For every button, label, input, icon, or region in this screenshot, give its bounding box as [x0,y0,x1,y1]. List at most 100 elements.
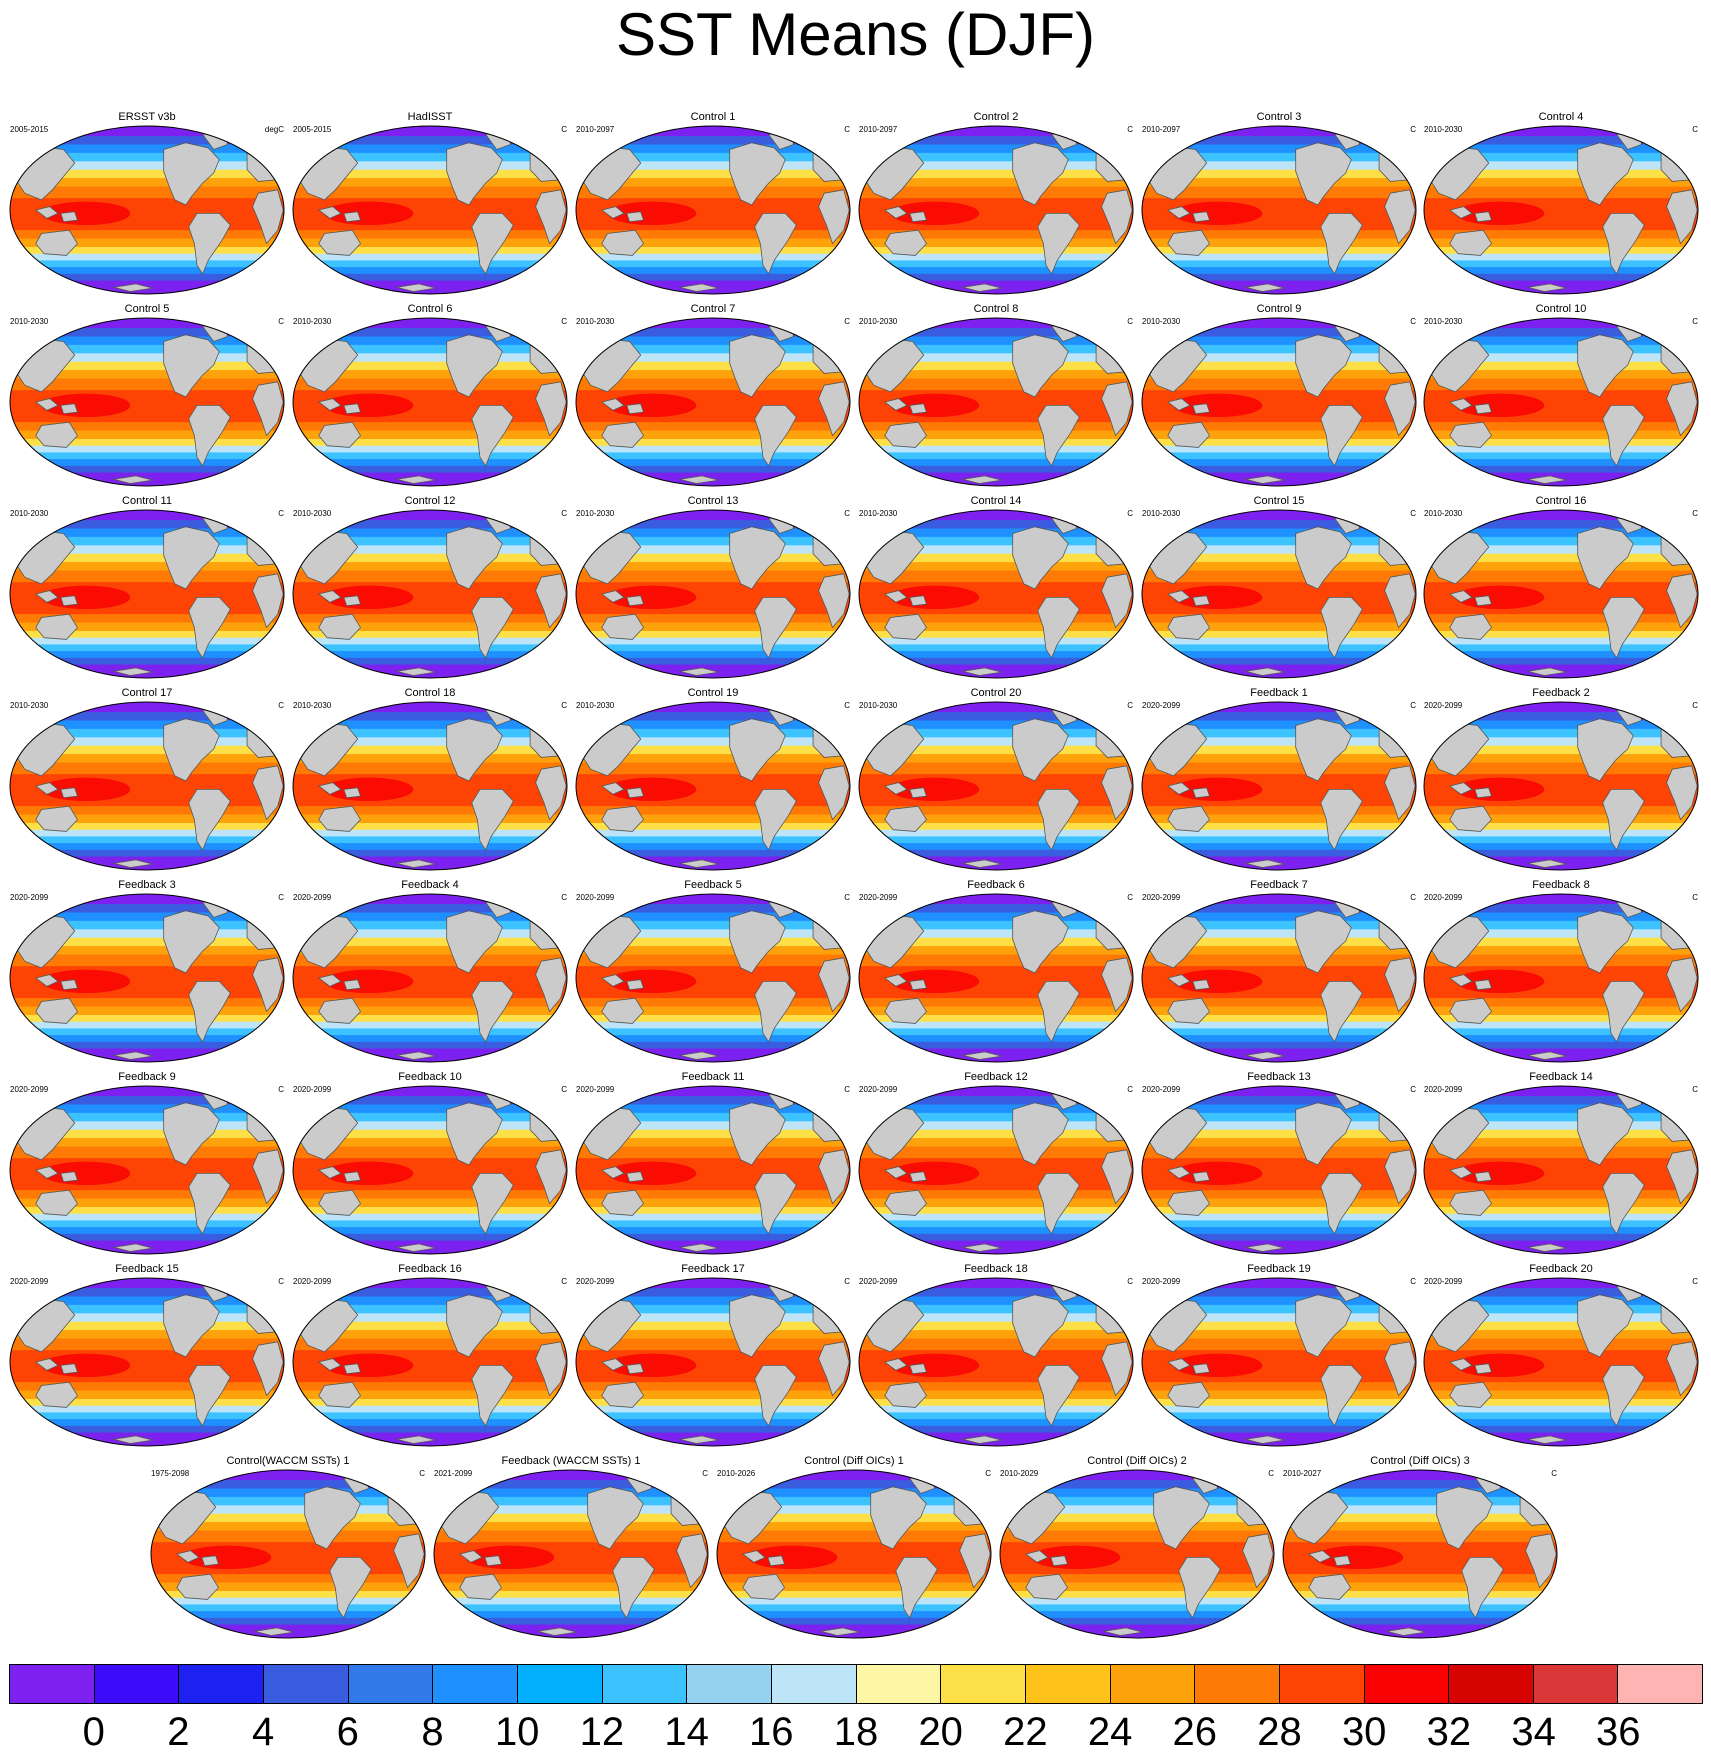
map-panel: Feedback 16 2020-2099 C [289,1263,571,1448]
land-mass [60,595,79,607]
land-mass [343,979,362,991]
land-mass [962,1243,1002,1252]
land-mass [1295,1294,1352,1358]
land-mass [113,667,153,676]
land-mass [1037,405,1080,467]
land-mass [1449,805,1493,832]
panel-title: Feedback 10 [398,1071,462,1083]
land-mass [35,1189,79,1216]
land-mass [1245,859,1285,868]
panel-title: Control 17 [121,687,173,699]
land-mass [1037,981,1080,1043]
land-mass [60,211,79,223]
sst-map [575,701,851,871]
sst-map [1141,893,1417,1063]
land-mass [535,765,567,821]
panel-period: 2010-2027 [1283,1469,1322,1478]
land-mass [818,957,850,1013]
land-mass [962,859,1002,868]
land-mass [601,229,645,256]
panel-title: Feedback 8 [1532,879,1590,891]
land-mass [1101,573,1133,629]
land-mass [909,403,928,415]
land-mass [188,1365,231,1427]
map-panel: Control 5 2010-2030 C [6,303,288,488]
land-mass [35,997,79,1024]
land-mass [459,1573,503,1600]
land-mass [1527,1051,1567,1060]
land-mass [113,475,153,484]
land-mass [304,1486,361,1550]
land-mass [176,1573,220,1600]
land-mass [60,1363,79,1375]
panel-title: Control 5 [124,303,170,315]
colorbar-swatch [1025,1665,1111,1703]
panel-title: Feedback 3 [118,879,176,891]
land-mass [60,787,79,799]
panel-units: C [1410,701,1416,710]
land-mass [535,381,567,437]
panel-period: 2010-2030 [576,317,615,326]
panel-period: 2020-2099 [1424,701,1463,710]
land-mass [163,334,220,398]
panel-units: C [1127,317,1133,326]
panel-title: Control 7 [690,303,736,315]
colorbar-tick-label: 30 [1341,1710,1387,1754]
land-mass [113,859,153,868]
land-mass [883,398,908,411]
colorbar-swatch [856,1665,942,1703]
land-mass [1024,1550,1049,1563]
land-mass [317,782,342,795]
map-panel: Feedback 20 2020-2099 C [1420,1263,1702,1448]
sst-map [1141,509,1417,679]
sst-map [9,317,285,487]
sst-map [9,701,285,871]
map-panel: Control 12 2010-2030 C [289,495,571,680]
land-mass [393,1533,425,1589]
land-mass [343,211,362,223]
land-mass [1012,718,1069,782]
land-mass [1527,283,1567,292]
land-mass [1295,1102,1352,1166]
panel-title: Feedback 11 [681,1071,745,1083]
panel-title: Feedback 12 [964,1071,1028,1083]
panel-period: 2010-2097 [576,125,615,134]
land-mass [484,1555,503,1567]
panel-units: C [561,893,567,902]
sst-map [575,1085,851,1255]
panel-period: 2020-2099 [293,1085,332,1094]
panel-title: Control(WACCM SSTs) 1 [226,1455,350,1467]
land-mass [1012,334,1069,398]
land-mass [537,1627,577,1636]
land-mass [1037,1365,1080,1427]
land-mass [626,979,645,991]
panel-units: C [278,317,284,326]
land-mass [396,667,436,676]
land-mass [895,1557,938,1619]
panel-title: Control 18 [404,687,456,699]
panel-units: C [844,1277,850,1286]
map-panel: Feedback 7 2020-2099 C [1138,879,1420,1064]
panel-title: Control 10 [1535,303,1587,315]
land-mass [60,403,79,415]
land-mass [884,613,928,640]
land-mass [113,1051,153,1060]
land-mass [1245,1435,1285,1444]
colorbar-swatch [263,1665,349,1703]
land-mass [318,613,362,640]
map-panel: Feedback 13 2020-2099 C [1138,1071,1420,1256]
panel-title: Control (Diff OICs) 2 [1087,1455,1187,1467]
panel-title: Control 3 [1256,111,1302,123]
land-mass [1320,213,1363,275]
panel-units: C [1127,701,1133,710]
land-mass [1037,597,1080,659]
sst-map [1141,1277,1417,1447]
land-mass [909,1363,928,1375]
panel-units: C [1692,893,1698,902]
sst-map [292,701,568,871]
colorbar-swatch [348,1665,434,1703]
land-mass [188,213,231,275]
sst-map [858,125,1134,295]
panel-period: 2021-2099 [434,1469,473,1478]
land-mass [679,859,719,868]
